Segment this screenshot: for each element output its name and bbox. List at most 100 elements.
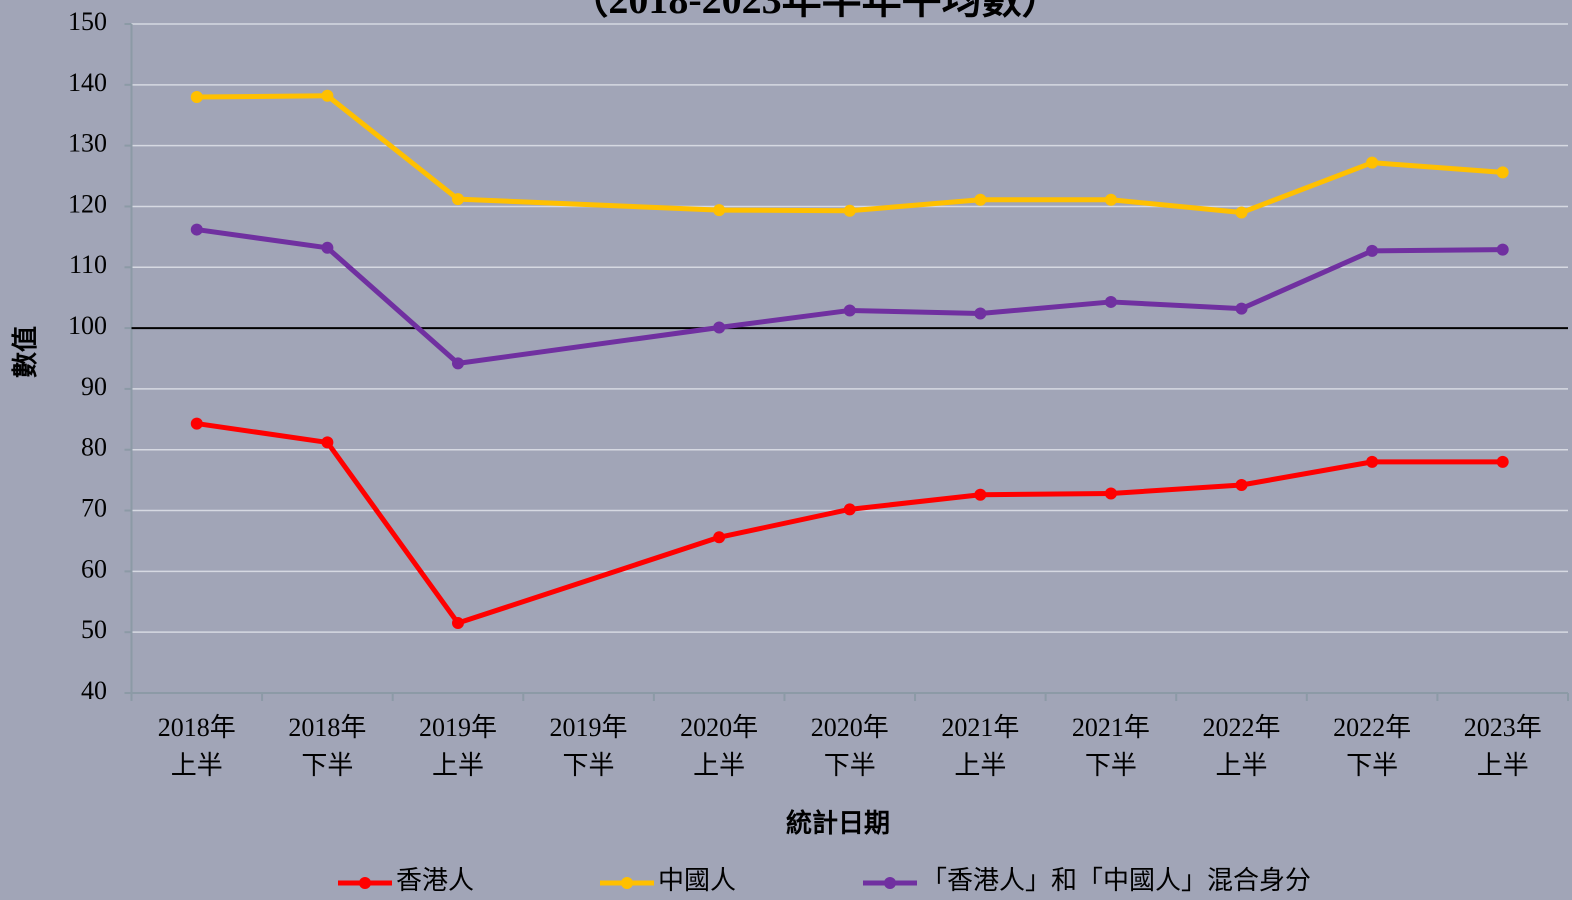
line-segment: [324, 439, 461, 626]
data-point: [451, 193, 464, 206]
line-segment: [977, 491, 1114, 498]
data-point: [1366, 455, 1379, 468]
line-segment: [455, 196, 722, 213]
x-tick-label: 2021年: [1072, 713, 1150, 742]
data-point: [713, 204, 726, 217]
data-point: [1235, 479, 1248, 492]
x-tick-label: 上半: [171, 751, 223, 780]
line-segment: [1369, 247, 1506, 254]
data-point: [321, 436, 334, 449]
data-point: [843, 304, 856, 317]
x-tick-label: 2018年: [288, 713, 366, 742]
line-segment: [1108, 299, 1245, 312]
y-tick-label: 60: [81, 554, 107, 583]
x-tick-label: 下半: [301, 751, 353, 780]
data-point: [190, 417, 203, 430]
x-tick-label: 2021年: [941, 713, 1019, 742]
data-point: [451, 357, 464, 370]
data-point: [1496, 243, 1509, 256]
line-segment: [455, 534, 722, 626]
data-point: [1104, 295, 1117, 308]
x-tick-label: 2020年: [811, 713, 889, 742]
data-point: [843, 503, 856, 516]
x-axis-label: 統計日期: [786, 808, 890, 838]
data-point: [974, 193, 987, 206]
x-tick-label: 上半: [432, 751, 484, 780]
data-point: [1104, 487, 1117, 500]
line-segment: [847, 307, 983, 316]
line-segment: [847, 197, 983, 214]
x-tick-label: 2023年: [1464, 713, 1542, 742]
y-axis-label: 數值: [11, 326, 40, 378]
x-tick-label: 2019年: [419, 713, 497, 742]
line-segment: [716, 307, 853, 330]
legend-label: 中國人: [658, 866, 736, 895]
x-tick-label: 2020年: [680, 713, 758, 742]
data-point: [1104, 193, 1117, 206]
x-tick-label: 上半: [1216, 751, 1268, 780]
data-point: [974, 307, 987, 320]
legend-label: 「香港人」和「中國人」混合身分: [921, 866, 1311, 895]
x-tick-label: 上半: [1477, 751, 1529, 780]
x-tick-label: 下半: [563, 751, 615, 780]
y-tick-label: 140: [68, 68, 107, 97]
data-point: [190, 90, 203, 103]
line-segment: [1108, 197, 1245, 216]
line-segment: [455, 324, 722, 366]
line-segment: [324, 93, 461, 202]
x-tick-label: 2018年: [158, 713, 236, 742]
line-segment: [324, 245, 461, 366]
chart-title: （2018-2023年半年平均數）: [568, 0, 1061, 22]
data-point: [1496, 455, 1509, 468]
y-tick-label: 120: [68, 189, 107, 218]
line-segment: [716, 506, 853, 540]
y-tick-label: 50: [81, 615, 107, 644]
y-tick-label: 40: [81, 676, 107, 705]
x-tick-label: 上半: [693, 751, 745, 780]
data-point: [1235, 206, 1248, 219]
x-tick-label: 2022年: [1333, 713, 1411, 742]
line-segment: [1108, 482, 1245, 497]
data-point: [1235, 302, 1248, 315]
y-tick-label: 90: [81, 372, 107, 401]
data-point: [974, 488, 987, 501]
legend-marker: [884, 877, 896, 889]
line-segment: [847, 492, 983, 512]
line-segment: [194, 227, 330, 251]
data-point: [843, 204, 856, 217]
line-segment: [716, 207, 853, 214]
x-tick-label: 上半: [954, 751, 1006, 780]
data-point: [321, 241, 334, 254]
data-point: [1496, 166, 1509, 179]
legend-marker: [621, 877, 633, 889]
y-tick-label: 130: [68, 129, 107, 158]
x-tick-label: 2022年: [1203, 713, 1281, 742]
line-segment: [1369, 160, 1506, 175]
x-tick-label: 下半: [1085, 751, 1137, 780]
data-point: [321, 89, 334, 102]
legend-marker: [359, 877, 371, 889]
x-tick-label: 2019年: [550, 713, 628, 742]
data-point: [451, 617, 464, 630]
legend-label: 香港人: [396, 866, 474, 895]
line-segment: [977, 299, 1114, 316]
data-point: [713, 321, 726, 334]
x-tick-label: 下半: [824, 751, 876, 780]
data-point: [190, 223, 203, 236]
y-tick-label: 80: [81, 433, 107, 462]
line-segment: [194, 93, 330, 100]
y-tick-label: 100: [68, 311, 107, 340]
line-segment: [1239, 248, 1375, 312]
data-point: [713, 531, 726, 544]
line-segment: [194, 421, 330, 445]
line-segment: [1239, 160, 1375, 216]
y-tick-label: 110: [69, 250, 107, 279]
y-tick-label: 70: [81, 494, 107, 523]
y-tick-label: 150: [68, 7, 107, 36]
x-tick-label: 下半: [1346, 751, 1398, 780]
data-point: [1366, 244, 1379, 257]
data-point: [1366, 156, 1379, 169]
line-segment: [1239, 459, 1375, 488]
